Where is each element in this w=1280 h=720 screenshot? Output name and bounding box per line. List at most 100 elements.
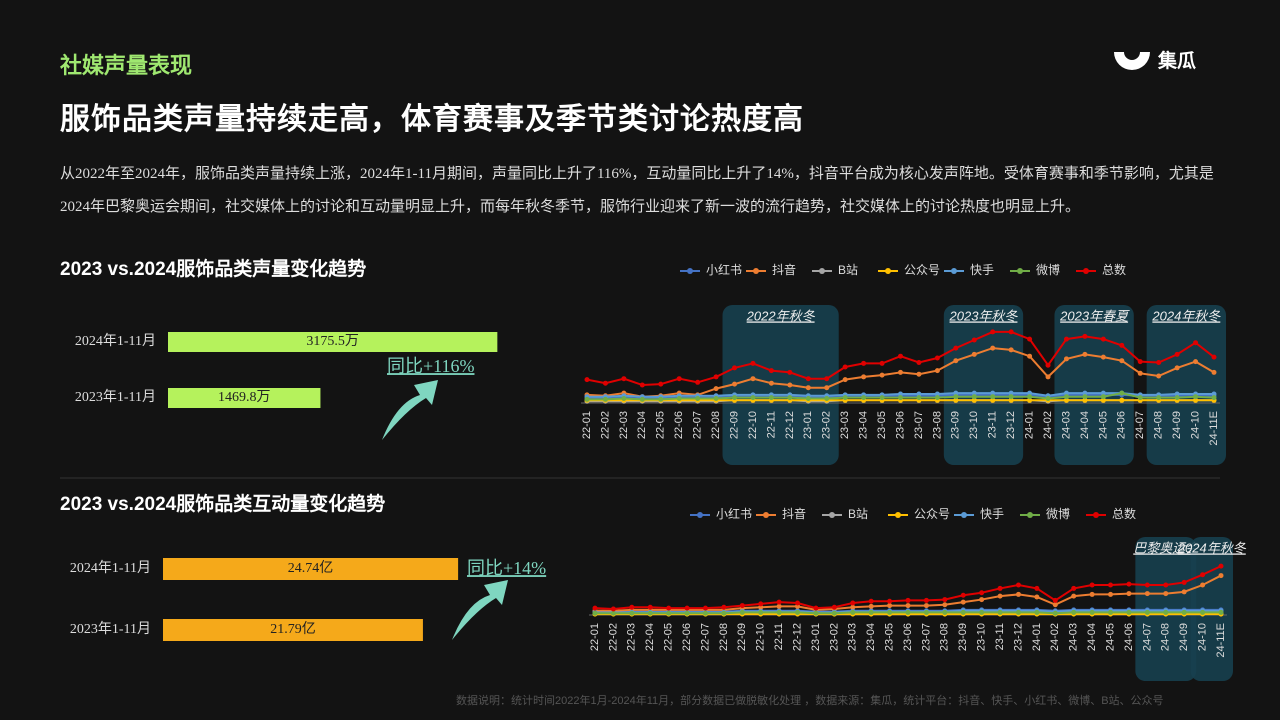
point [1100,354,1106,360]
x-tick-label: 22-05 [663,623,675,651]
point [1193,359,1199,365]
point [776,609,782,615]
legend-marker [895,512,901,518]
point [831,610,837,616]
x-tick-label: 24-11E [1208,411,1220,446]
point [1100,390,1106,396]
point [879,372,885,378]
highlight-label: 2023年春夏 [1059,308,1130,323]
point [979,597,985,603]
point [768,380,774,386]
x-tick-label: 22-06 [681,623,693,651]
point [658,396,664,402]
point [971,397,977,403]
point [1181,589,1187,595]
x-tick-label: 24-03 [1060,411,1072,439]
logo-text: 集瓜 [1158,51,1197,72]
point [1108,609,1114,615]
point [879,395,885,401]
point [713,374,719,380]
point [1144,609,1150,615]
value-label: 1469.8万 [218,390,271,405]
point [934,355,940,361]
point [898,353,903,359]
legend-label: 微博 [1046,506,1070,521]
point [905,603,911,609]
highlight-label: 2024年秋冬 [1151,308,1221,323]
point [1071,609,1077,615]
arrow [382,380,438,440]
x-tick-label: 22-02 [607,623,619,651]
x-tick-label: 22-01 [589,623,601,651]
point [739,609,745,615]
point [1052,610,1058,616]
point [629,610,635,616]
point [997,585,1003,591]
bar [163,558,459,580]
x-tick-label: 24-09 [1171,411,1183,439]
x-tick-label: 23-06 [902,623,914,651]
point [639,396,645,402]
point [916,391,922,397]
point [732,381,738,387]
point [602,396,608,402]
point [1082,390,1088,396]
point [1200,572,1206,578]
point [1119,358,1125,364]
point [1071,593,1077,599]
point [1144,591,1150,597]
point [1027,397,1033,403]
point [861,360,867,366]
point [923,597,929,603]
point [850,604,856,610]
point [960,599,966,605]
point [923,603,929,609]
point [758,601,764,607]
point [953,358,959,364]
point [850,600,856,606]
point [953,394,959,400]
point [1052,602,1058,608]
point [831,604,837,610]
point [750,395,756,401]
legend-marker [697,512,703,518]
x-tick-label: 22-10 [755,623,767,651]
point [1181,609,1187,615]
point [1211,395,1217,401]
point [1008,390,1014,396]
point [868,598,874,604]
x-tick-label: 24-08 [1153,411,1165,439]
point [584,396,590,402]
point [1163,591,1169,597]
highlight-label: 2023年秋冬 [949,308,1019,323]
point [1119,342,1125,348]
x-tick-label: 23-01 [802,411,814,439]
point [739,603,745,609]
point [934,391,940,397]
chart-title: 2023 vs.2024服饰品类互动量变化趋势 [60,492,385,515]
point [610,610,616,616]
point [1015,609,1021,615]
x-tick-label: 22-09 [728,411,740,439]
x-tick-label: 23-03 [839,411,851,439]
logo-icon [1114,52,1150,70]
category-label: 2024年1-11月 [70,560,151,576]
point [1126,591,1132,597]
legend-marker [885,268,891,274]
legend-marker [951,268,957,274]
legend-label: 抖音 [772,262,796,277]
value-label: 3175.5万 [306,334,359,349]
footnote: 数据说明：统计时间2022年1月-2024年11月，部分数据已做脱敏化处理 ，数… [456,695,1164,707]
x-tick-label: 24-04 [1079,411,1091,439]
x-tick-label: 23-04 [858,411,870,439]
x-tick-label: 23-12 [1005,411,1017,439]
point [953,390,959,396]
point [916,395,922,401]
point [813,610,819,616]
point [1193,394,1199,400]
x-tick-label: 23-02 [828,623,840,651]
point [805,376,811,382]
x-tick-label: 23-05 [876,411,888,439]
value-label: 21.79亿 [270,621,316,637]
